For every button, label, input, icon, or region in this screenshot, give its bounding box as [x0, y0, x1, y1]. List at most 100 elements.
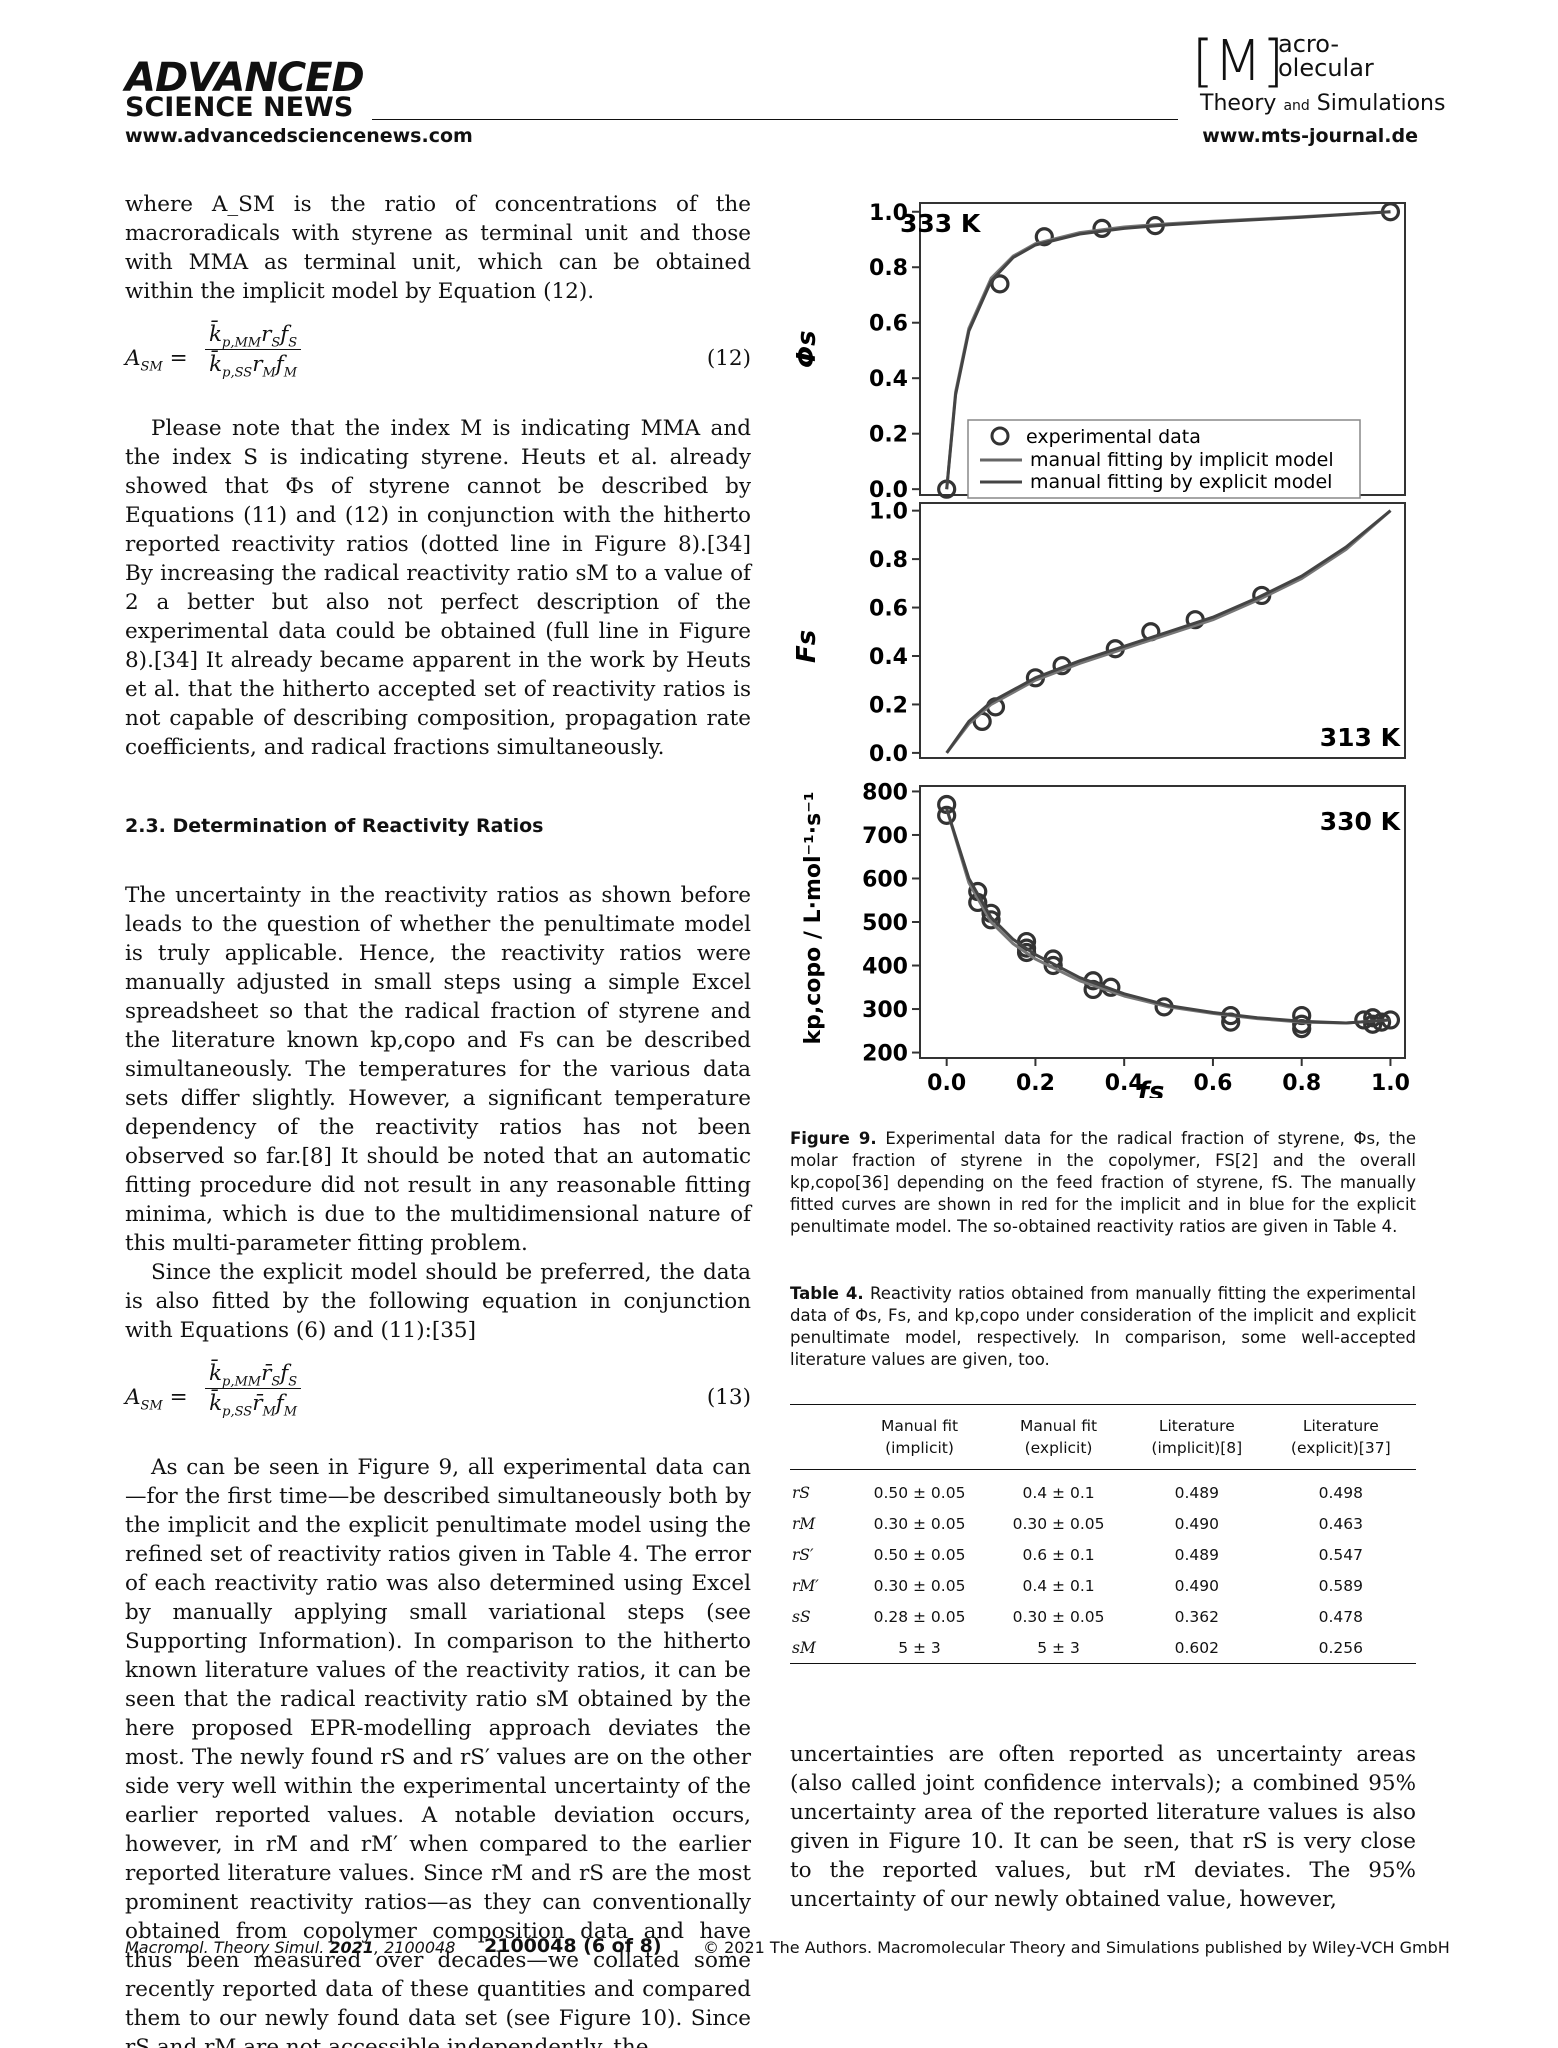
figure-9-plot: 0.00.20.40.60.81.00.00.20.40.60.81.02003…: [792, 201, 1410, 1107]
table-cell: 0.28 ± 0.05: [873, 1608, 966, 1626]
table-cell: 0.489: [1174, 1484, 1219, 1503]
eq12-number: (12): [706, 346, 751, 371]
header-url-right[interactable]: www.mts-journal.de: [1202, 125, 1418, 147]
logo-theory-word: Theory: [1200, 91, 1277, 116]
equation-12: ASM = k̄p,MMrSfS k̄p,SSrMfM (12): [125, 320, 751, 400]
y-tick-label: 0.4: [869, 645, 908, 670]
eq12-denominator: k̄p,SSrMfM: [209, 352, 298, 381]
y-tick-label: 500: [862, 911, 908, 936]
panel-3-label: 330 K: [1320, 807, 1402, 836]
figure-caption-label: Figure 9.: [790, 1129, 877, 1148]
y-tick-label: 700: [862, 824, 908, 849]
table-cell: 0.489: [1174, 1546, 1219, 1564]
y-tick-label: 600: [862, 867, 908, 892]
y-tick-label: 0.4: [869, 367, 908, 392]
eq12-fraction: k̄p,MMrSfS k̄p,SSrMfM: [205, 320, 302, 381]
eq12-lhs: ASM =: [125, 346, 188, 375]
y-tick-label: 800: [862, 780, 908, 805]
table-cell: 0.30 ± 0.05: [1012, 1515, 1105, 1533]
eq13-denominator: k̄p,SSr̄MfM: [209, 1391, 298, 1420]
x-tick-label: 0.8: [1282, 1071, 1321, 1096]
header-line1: Literature: [1302, 1417, 1379, 1435]
x-tick-label: 1.0: [1371, 1071, 1410, 1096]
logo-science-news-text: SCIENCE NEWS: [125, 92, 354, 123]
data-point: [1363, 1014, 1383, 1034]
table-cell: 0.490: [1174, 1577, 1219, 1595]
table-header-blank: [790, 1405, 850, 1470]
y-tick-label: 1.0: [869, 201, 908, 226]
implicit-fit-line: [945, 509, 1392, 754]
table-header-manual-implicit: Manual fit (implicit): [850, 1405, 989, 1470]
table-cell: 0.463: [1318, 1515, 1363, 1533]
table-cell: 0.498: [1318, 1484, 1363, 1503]
data-point: [990, 274, 1010, 294]
data-point: [1043, 955, 1063, 976]
implicit-fit-line: [945, 808, 1391, 1025]
y-tick-label: 0.6: [869, 597, 908, 622]
left-column: where A_SM is the ratio of concentration…: [125, 190, 751, 2048]
table-cell: 0.50 ± 0.05: [873, 1484, 966, 1503]
y-tick-label: 0.0: [869, 742, 908, 767]
logo-olecular-text: olecular: [1278, 54, 1374, 82]
row-label: rS: [792, 1484, 811, 1503]
table-header-literature-explicit: Literature (explicit)[37]: [1266, 1405, 1416, 1470]
paragraph-2: Please note that the index M is indicati…: [125, 416, 751, 760]
table-cell: 0.256: [1318, 1638, 1363, 1657]
y-tick-label: 0.2: [869, 693, 908, 718]
header-line1: Literature: [1158, 1417, 1235, 1435]
x-tick-label: 0.0: [927, 1071, 966, 1096]
explicit-fit-line: [945, 808, 1391, 1025]
x-tick-label: 0.2: [1016, 1071, 1055, 1096]
table-cell: 0.362: [1174, 1608, 1219, 1626]
legend-label-experimental: experimental data: [1026, 426, 1201, 448]
logo-simulations-word: Simulations: [1316, 91, 1446, 116]
y-tick-label: 0.8: [869, 256, 908, 281]
row-label: sS: [792, 1608, 811, 1626]
legend-label-explicit: manual fitting by explicit model: [1030, 471, 1332, 493]
row-label: rM: [792, 1515, 816, 1533]
mts-journal-logo: [M] acro- olecular Theory and Simulation…: [1180, 28, 1445, 123]
header-url-left[interactable]: www.advancedsciencenews.com: [125, 125, 473, 147]
table-header-literature-implicit: Literature (implicit)[8]: [1128, 1405, 1266, 1470]
y-label-kp: kp,copo / L·mol⁻¹·s⁻¹: [801, 791, 826, 1044]
table-cell: 5 ± 3: [1037, 1638, 1080, 1657]
y-tick-label: 300: [862, 998, 908, 1023]
y-tick-label: 0.8: [869, 548, 908, 573]
table-cell: 0.478: [1318, 1608, 1363, 1626]
table-cell: 0.6 ± 0.1: [1022, 1546, 1095, 1564]
y-tick-label: 400: [862, 955, 908, 980]
y-tick-label: 200: [862, 1042, 908, 1067]
y-tick-label: 1.0: [869, 500, 908, 525]
panel-2-frame: [919, 502, 1406, 759]
right-column-text: uncertainties are often reported as unce…: [790, 1740, 1416, 1914]
row-label: sM: [792, 1638, 816, 1657]
legend-marker-experimental: [990, 426, 1010, 446]
table-row: rM′ 0.30 ± 0.05 0.4 ± 0.1 0.490 0.589: [790, 1571, 1416, 1602]
figure-caption: Figure 9. Experimental data for the radi…: [790, 1128, 1416, 1238]
table-row: rM 0.30 ± 0.05 0.30 ± 0.05 0.490 0.463: [790, 1509, 1416, 1540]
logo-and-word: and: [1283, 98, 1310, 114]
footer-page: 2100048 (6 of 8): [484, 1935, 662, 1957]
paragraph-4: Since the explicit model should be prefe…: [125, 1260, 751, 1343]
table-cell: 0.602: [1174, 1638, 1219, 1657]
eq13-number: (13): [706, 1385, 751, 1410]
panel-2-label: 313 K: [1320, 723, 1402, 752]
table-header-row: Manual fit (implicit) Manual fit (explicit…: [790, 1404, 1416, 1470]
table-row: sS 0.28 ± 0.05 0.30 ± 0.05 0.362 0.478: [790, 1602, 1416, 1633]
header-rule: [372, 119, 1178, 120]
explicit-fit-line: [945, 210, 1391, 490]
table-cell: 0.547: [1318, 1546, 1363, 1564]
advanced-science-news-logo: ADVANCED SCIENCE NEWS: [125, 58, 365, 122]
eq13-fraction: k̄p,MMr̄SfS k̄p,SSr̄MfM: [205, 1359, 302, 1420]
header-line1: Manual fit: [880, 1417, 959, 1435]
footer-article: , 2100048: [373, 1938, 456, 1957]
table-cell: 0.30 ± 0.05: [873, 1515, 966, 1533]
legend-label-implicit: manual fitting by implicit model: [1030, 449, 1334, 471]
footer-year: 2021: [329, 1938, 374, 1957]
table-cell: 0.4 ± 0.1: [1022, 1484, 1095, 1503]
explicit-fit-line: [945, 509, 1392, 754]
eq13-lhs: ASM =: [125, 1385, 188, 1414]
header-line2: (explicit)[37]: [1290, 1439, 1391, 1457]
eq13-numerator: k̄p,MMr̄SfS: [205, 1359, 302, 1389]
table-cell: 5 ± 3: [898, 1638, 941, 1657]
